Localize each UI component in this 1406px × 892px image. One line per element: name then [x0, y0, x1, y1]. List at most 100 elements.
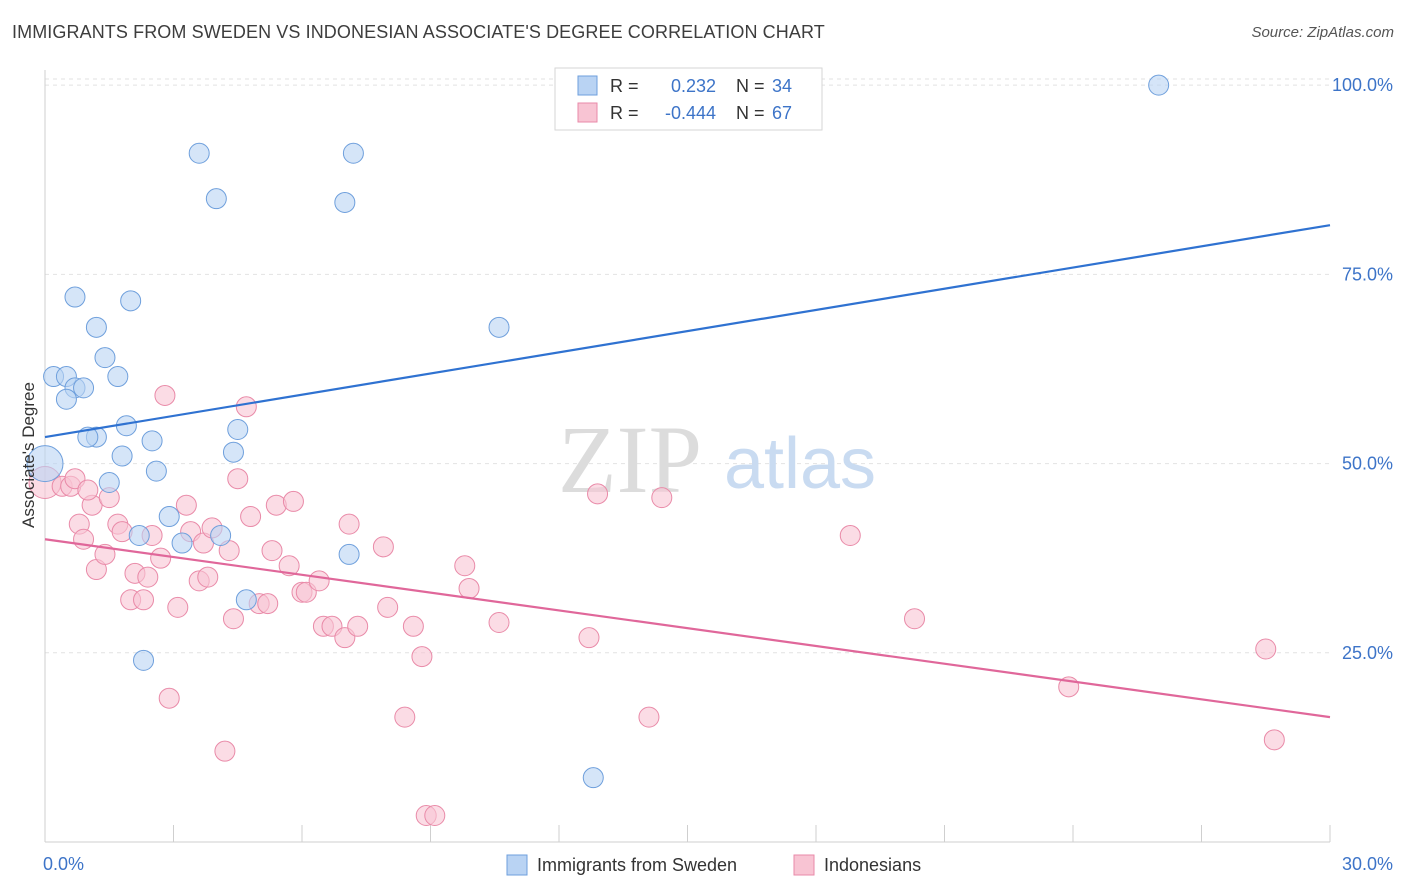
x-tick-label: 30.0% [1342, 854, 1393, 874]
watermark-atlas: atlas [724, 424, 876, 504]
legend-r-value-indonesians: -0.444 [665, 103, 716, 123]
sweden-point [1148, 74, 1170, 96]
indonesians-point [167, 596, 189, 618]
series-legend-swatch-sweden [506, 854, 528, 876]
sweden-point [64, 286, 86, 308]
watermark-zip: ZIP [558, 406, 702, 513]
indonesians-point [94, 543, 116, 565]
indonesians-point [372, 536, 394, 558]
indonesians-point [1255, 638, 1277, 660]
indonesians-point [282, 490, 304, 512]
indonesians-point [904, 608, 926, 630]
indonesians-point [488, 612, 510, 634]
indonesians-point [347, 615, 369, 637]
series-legend: Immigrants from Sweden Indonesians [506, 854, 921, 876]
x-tick-label: 0.0% [43, 854, 84, 874]
y-tick-label: 25.0% [1342, 643, 1393, 663]
indonesians-point [133, 589, 155, 611]
legend-swatch-indonesians [577, 102, 598, 123]
sweden-point [55, 388, 77, 410]
legend-r-value-sweden: 0.232 [671, 76, 716, 96]
sweden-point [85, 316, 107, 338]
indonesians-point [257, 593, 279, 615]
indonesians-point [235, 396, 257, 418]
indonesians-point [578, 627, 600, 649]
sweden-point [205, 188, 227, 210]
indonesians-point [77, 479, 99, 501]
indonesians-point [1263, 729, 1285, 751]
sweden-point [133, 649, 155, 671]
sweden-point [98, 471, 120, 493]
sweden-point [342, 142, 364, 164]
trend-lines [44, 224, 1331, 719]
sweden-point [488, 316, 510, 338]
y-tick-label: 75.0% [1342, 264, 1393, 284]
indonesians-point [308, 570, 330, 592]
legend-frame [554, 67, 823, 131]
sweden-point [235, 589, 257, 611]
indonesians-point [175, 494, 197, 516]
y-axis-label: Associate's Degree [19, 382, 38, 528]
sweden-point [338, 543, 360, 565]
legend-r-label-sweden: R = [610, 76, 639, 96]
sweden-point [171, 532, 193, 554]
indonesians-point [261, 540, 283, 562]
indonesians-point [402, 615, 424, 637]
indonesians-point [839, 524, 861, 546]
legend-n-value-sweden: 34 [772, 76, 792, 96]
sweden-point [334, 191, 356, 213]
sweden-point [141, 430, 163, 452]
indonesians-point [638, 706, 660, 728]
indonesians-point [158, 687, 180, 709]
sweden-point [73, 377, 95, 399]
indonesians-point [197, 566, 219, 588]
indonesians-point [137, 566, 159, 588]
indonesians-point [377, 596, 399, 618]
indonesians-point [338, 513, 360, 535]
indonesians-point [454, 555, 476, 577]
sweden-point [128, 524, 150, 546]
sweden-point [145, 460, 167, 482]
indonesians-point [278, 555, 300, 577]
series-legend-swatch-indonesians [793, 854, 815, 876]
legend-swatch-sweden [577, 75, 598, 96]
sweden-point [77, 426, 99, 448]
indonesians-point [222, 608, 244, 630]
series-legend-label-indonesians: Indonesians [824, 855, 921, 875]
sweden-point [188, 142, 210, 164]
y-tick-label: 50.0% [1342, 454, 1393, 474]
legend-n-label-indonesians: N = [736, 103, 765, 123]
sweden-point [227, 419, 249, 441]
indonesians-point [214, 740, 236, 762]
indonesians-point [154, 384, 176, 406]
sweden-point [582, 767, 604, 789]
y-tick-label: 100.0% [1332, 75, 1393, 95]
source-note: Source: ZipAtlas.com [1251, 24, 1394, 41]
indonesians-point [394, 706, 416, 728]
sweden-point [222, 441, 244, 463]
indonesians-point [651, 487, 673, 509]
sweden-point [107, 366, 129, 388]
sweden-point [26, 445, 64, 483]
sweden-point [120, 290, 142, 312]
legend-r-label-indonesians: R = [610, 103, 639, 123]
legend: R = 0.232 N = 34 R = -0.444 N = 67 [554, 67, 823, 131]
chart-title: IMMIGRANTS FROM SWEDEN VS INDONESIAN ASS… [12, 22, 825, 42]
series-sweden-points [26, 74, 1170, 789]
sweden-trend-line [44, 224, 1331, 439]
sweden-point [210, 524, 232, 546]
indonesians-point [265, 494, 287, 516]
watermark: ZIP atlas [558, 406, 876, 513]
sweden-point [94, 347, 116, 369]
indonesians-point [587, 483, 609, 505]
series-indonesians-points [28, 384, 1285, 827]
indonesians-trend-line [44, 538, 1331, 719]
indonesians-point [227, 468, 249, 490]
indonesians-point [424, 805, 446, 827]
indonesians-point [458, 577, 480, 599]
sweden-point [111, 445, 133, 467]
indonesians-point [150, 547, 172, 569]
legend-n-value-indonesians: 67 [772, 103, 792, 123]
series-legend-label-sweden: Immigrants from Sweden [537, 855, 737, 875]
